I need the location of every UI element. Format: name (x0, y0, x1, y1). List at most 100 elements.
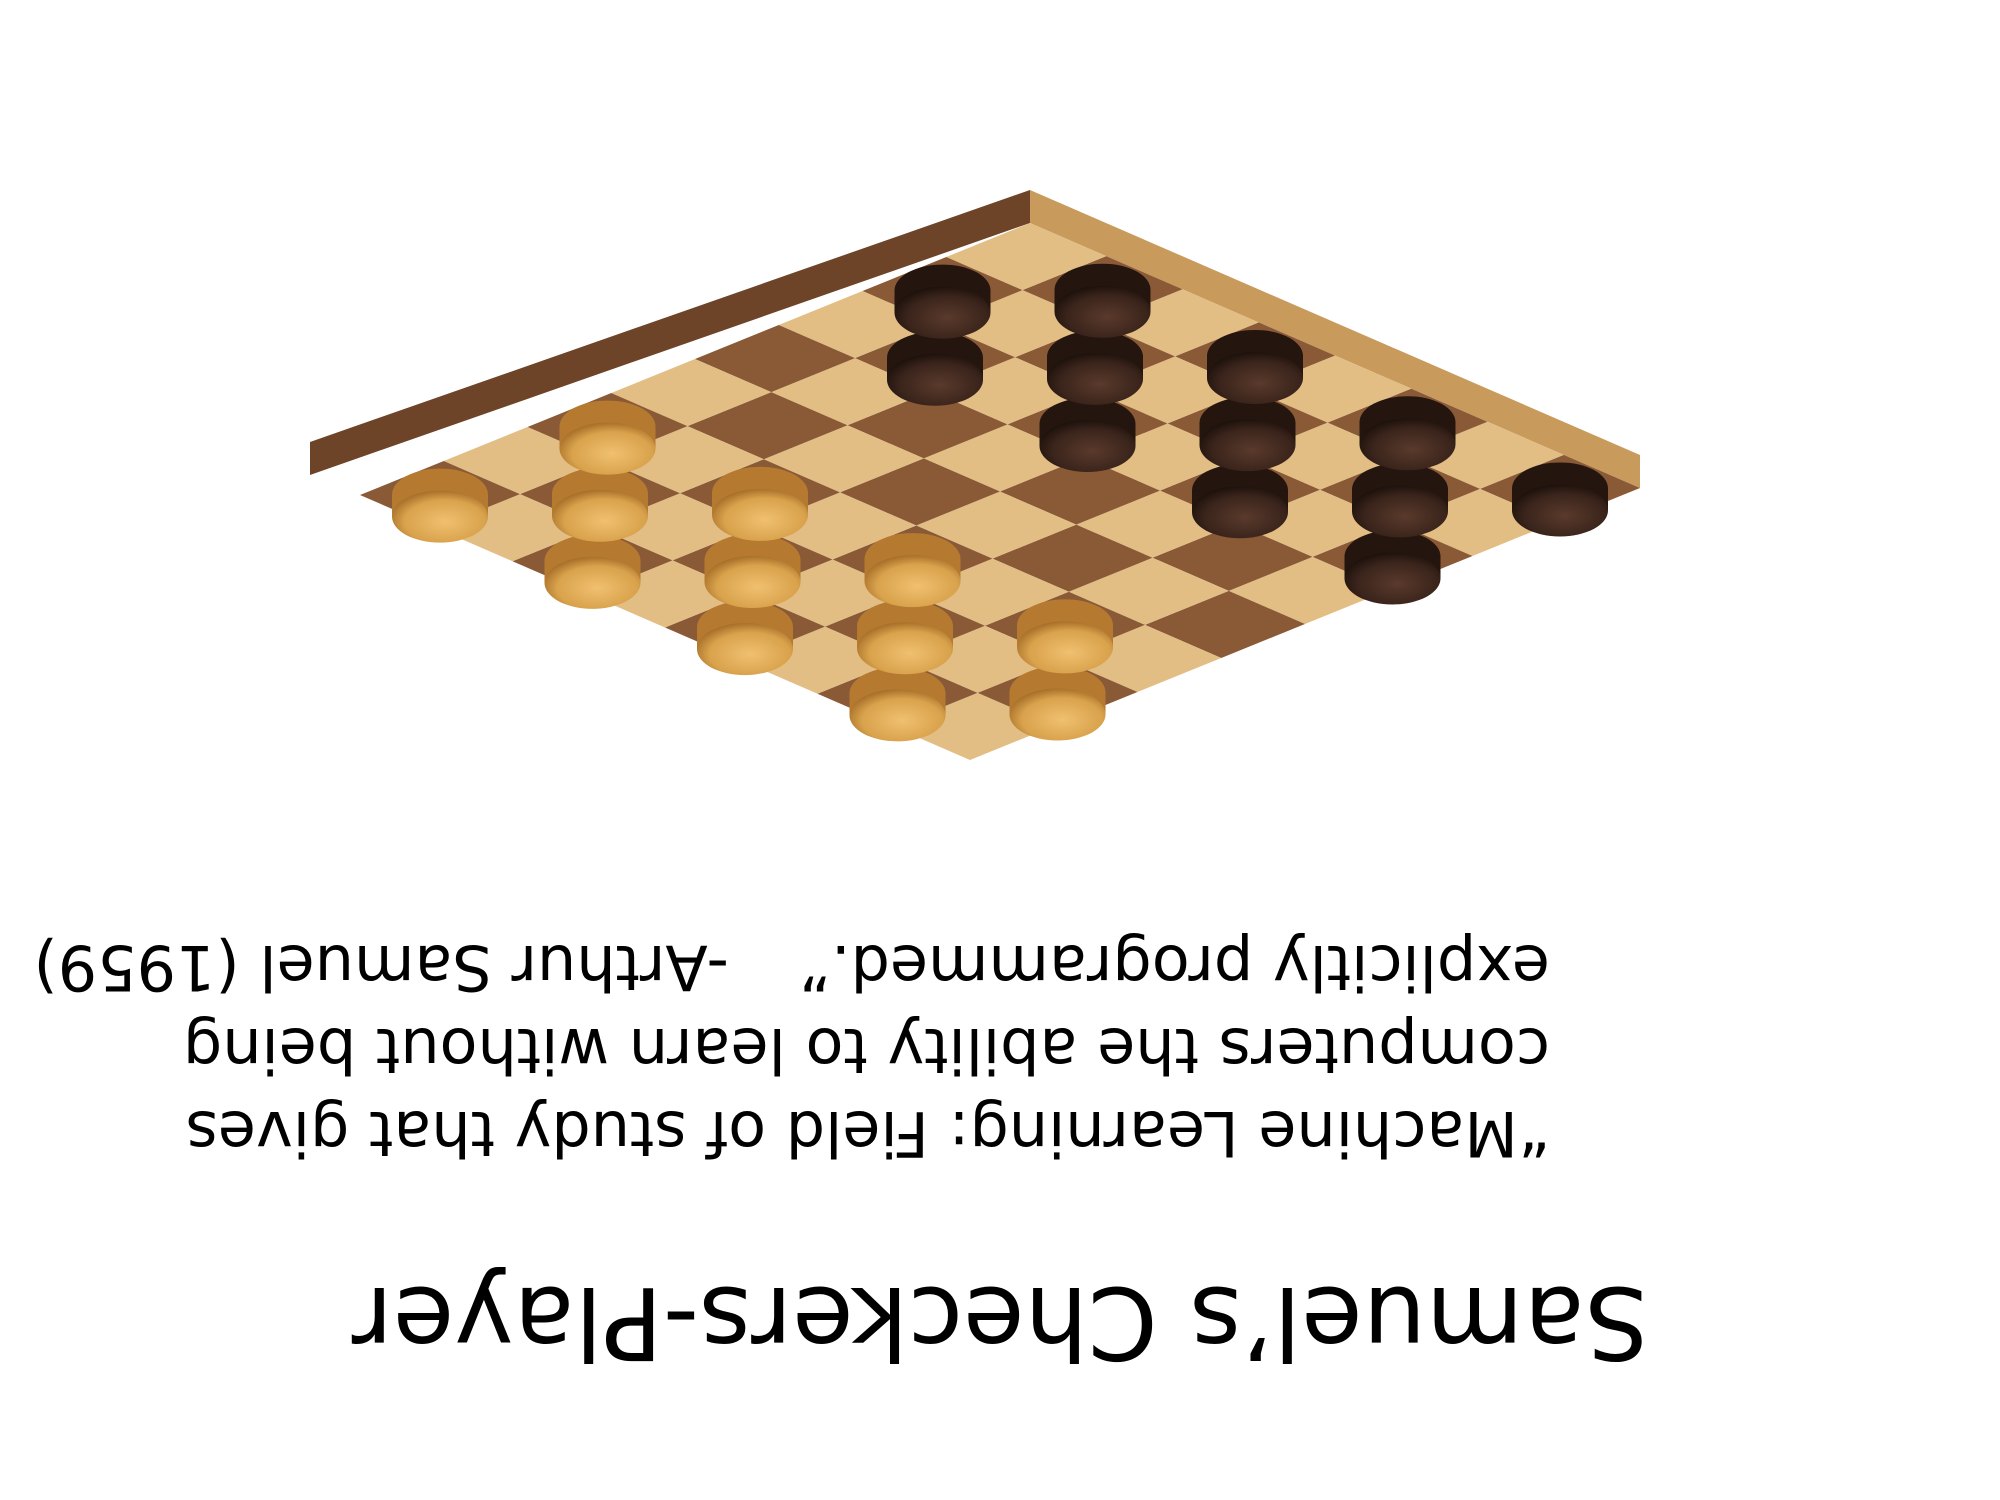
dark-checker-piece (1054, 263, 1151, 338)
board-square (680, 459, 840, 527)
board-square (1015, 323, 1175, 391)
board-square (1175, 322, 1335, 390)
board-square (1068, 557, 1229, 625)
board-square (1000, 457, 1160, 525)
light-checker-piece (559, 400, 656, 475)
quote-block: “Machine Learning: Field of study that g… (34, 926, 1550, 1175)
board-square (665, 593, 825, 661)
board-square (1083, 423, 1244, 491)
board-square (1228, 556, 1389, 624)
dark-checker-piece (1039, 397, 1136, 472)
board-square (1327, 388, 1488, 456)
light-checker-piece (712, 466, 808, 541)
board-square (946, 223, 1107, 291)
board-square (1320, 455, 1480, 523)
board-edge-right (310, 190, 1030, 475)
light-checker-piece (392, 468, 488, 543)
board-square (908, 558, 1069, 626)
board-square (855, 324, 1015, 392)
board-thickness (310, 190, 1640, 488)
board-square (611, 359, 772, 427)
board-square (862, 257, 1023, 325)
light-checker-piece (849, 667, 946, 742)
board-square (840, 458, 1000, 526)
board-square (977, 658, 1138, 726)
quote-line-3-text: explicitly programmed.” (798, 931, 1550, 1004)
board-square (520, 460, 680, 528)
board-squares (360, 223, 1640, 760)
board-square (901, 625, 1062, 693)
slide-title: Samuel’s Checkers-Player (351, 1264, 1649, 1381)
light-checker-piece (857, 600, 953, 675)
board-square (588, 560, 749, 628)
board-square (603, 426, 764, 494)
light-checker-piece (544, 534, 641, 609)
board-square (778, 291, 939, 359)
board-square (1480, 454, 1640, 522)
board-square (1145, 590, 1305, 658)
board-square (893, 692, 1054, 760)
board-square (1160, 456, 1320, 524)
dark-checker-piece (894, 264, 991, 339)
light-checker-piece (697, 601, 793, 676)
light-checker-piece (552, 467, 648, 542)
board-square (1061, 624, 1222, 692)
board-square (923, 424, 1084, 492)
board-square (817, 659, 978, 727)
board-square (1236, 489, 1397, 557)
board-square (931, 357, 1092, 425)
board-square (1167, 389, 1328, 457)
quote-line-2: computers the ability to learn without b… (182, 1014, 1550, 1087)
board-square (672, 526, 833, 594)
dark-checker-piece (1199, 397, 1296, 472)
board-square (1022, 256, 1183, 324)
board-square (756, 492, 917, 560)
dark-checker-piece (1512, 462, 1608, 537)
board-square (832, 525, 993, 593)
board-square (847, 391, 1008, 459)
board-square (1091, 356, 1252, 424)
board-square (1396, 488, 1557, 556)
dark-checker-piece (887, 331, 983, 406)
board-edge-left (1030, 190, 1640, 488)
quote-line-1: “Machine Learning: Field of study that g… (185, 1097, 1550, 1170)
quote-attribution: -Arthur Samuel (1959) (33, 931, 729, 1004)
board-square (771, 358, 932, 426)
board-square (825, 592, 985, 660)
board-square (1251, 355, 1412, 423)
board-square (938, 290, 1099, 358)
light-checker-piece (704, 533, 801, 608)
dark-checker-piece (1359, 396, 1456, 471)
board-square (443, 427, 604, 495)
light-checker-piece (1009, 666, 1106, 741)
board-square (1007, 390, 1168, 458)
light-checker-piece (864, 533, 961, 608)
board-square (1076, 490, 1237, 558)
board-square (992, 524, 1153, 592)
board-square (512, 527, 673, 595)
board-pieces (392, 263, 1608, 742)
board-square (1403, 421, 1564, 489)
dark-checker-piece (1352, 463, 1448, 538)
light-checker-piece (1017, 599, 1113, 674)
board-square (596, 493, 757, 561)
board-square (916, 491, 1077, 559)
board-square (436, 494, 597, 562)
board-square (1243, 422, 1404, 490)
board-square (985, 591, 1145, 659)
dark-checker-piece (1192, 464, 1288, 539)
dark-checker-piece (1207, 329, 1303, 404)
board-square (748, 559, 909, 627)
dark-checker-piece (1344, 530, 1441, 605)
board-square (687, 392, 848, 460)
board-square (695, 325, 855, 393)
board-square (1098, 289, 1259, 357)
board-square (1152, 523, 1313, 591)
quote-line-3: explicitly programmed.” -Arthur Samuel (1… (34, 926, 1550, 1009)
dark-checker-piece (1047, 330, 1143, 405)
board-square (763, 425, 924, 493)
board-square (360, 461, 520, 529)
board-square (741, 626, 902, 694)
board-square (527, 393, 688, 461)
